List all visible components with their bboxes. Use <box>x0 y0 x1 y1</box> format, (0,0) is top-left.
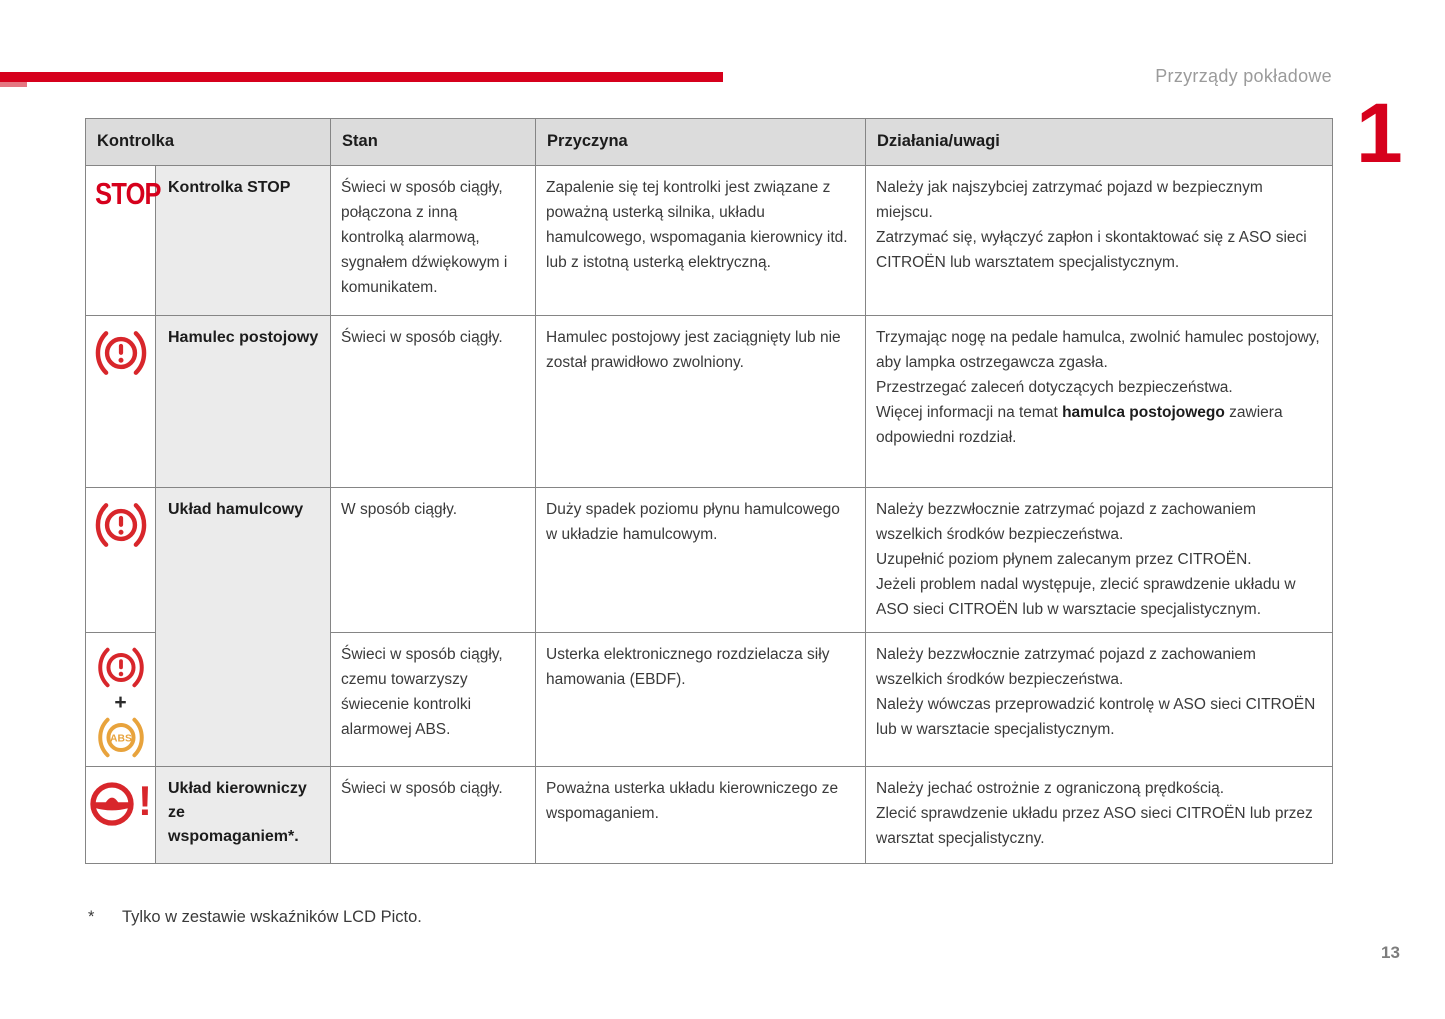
accent-bar <box>0 72 723 82</box>
parking-brake-warning-icon <box>95 331 146 375</box>
indicator-state: Świeci w sposób ciągły, czemu towarzyszy… <box>330 632 537 767</box>
indicator-cause: Duży spadek poziomu płynu hamulcowego w … <box>535 487 867 633</box>
steering-wheel-icon <box>90 782 134 826</box>
table-row-parking-brake: Hamulec postojowy Świeci w sposób ciągły… <box>85 315 1334 488</box>
brake-abs-icon-cell: + ABS <box>85 632 156 767</box>
rich-paragraph: Więcej informacji na temat hamulca posto… <box>876 404 1283 446</box>
indicator-actions: Należy bezzwłocznie zatrzymać pojazd z z… <box>865 487 1334 633</box>
svg-text:ABS: ABS <box>110 733 132 744</box>
footnote: * Tylko w zestawie wskaźników LCD Picto. <box>88 908 422 927</box>
stop-indicator-icon: STOP <box>95 176 161 211</box>
power-steering-icon-cell: ! <box>85 766 156 864</box>
indicator-actions: Należy bezzwłocznie zatrzymać pojazd z z… <box>865 632 1334 767</box>
column-header-kontrolka: Kontrolka <box>84 118 332 166</box>
indicator-name: Kontrolka STOP <box>154 165 332 316</box>
warning-lights-table: Kontrolka Stan Przyczyna Działania/uwagi… <box>84 118 1334 864</box>
page-title: Przyrządy pokładowe <box>1155 66 1332 86</box>
stop-icon-cell: STOP <box>85 165 161 316</box>
table-header-row: Kontrolka Stan Przyczyna Działania/uwagi <box>84 118 1334 166</box>
indicator-cause: Usterka elektronicznego rozdzielacza sił… <box>535 632 867 767</box>
brake-plus-abs-icons: + ABS <box>88 645 153 760</box>
footnote-text: Tylko w zestawie wskaźników LCD Picto. <box>122 908 422 926</box>
table-row-power-steering: ! Układ kierowniczy ze wspomaganiem*. Św… <box>85 766 1334 864</box>
column-header-stan: Stan <box>330 118 537 166</box>
power-steering-warning-icon: ! <box>88 779 153 827</box>
indicator-state: W sposób ciągły. <box>330 487 537 633</box>
brake-system-warning-icon <box>97 647 144 688</box>
table-row-brake-system: Układ hamulcowy W sposób ciągły. Duży sp… <box>85 487 1334 767</box>
indicator-state: Świeci w sposób ciągły, połączona z inną… <box>330 165 537 316</box>
indicator-actions: Trzymając nogę na pedale hamulca, zwolni… <box>865 315 1334 488</box>
indicator-actions: Należy jechać ostrożnie z ograniczoną pr… <box>865 766 1334 864</box>
indicator-cause: Zapalenie się tej kontrolki jest związan… <box>535 165 867 316</box>
column-header-dzialania: Działania/uwagi <box>865 118 1334 166</box>
accent-bar-notch <box>0 82 27 87</box>
indicator-actions: Należy jak najszybciej zatrzymać pojazd … <box>865 165 1334 316</box>
indicator-cause: Hamulec postojowy jest zaciągnięty lub n… <box>535 315 867 488</box>
parking-brake-icon-cell <box>85 315 156 488</box>
indicator-state: Świeci w sposób ciągły. <box>330 315 537 488</box>
indicator-cause: Poważna usterka układu kierowniczego ze … <box>535 766 867 864</box>
indicator-state: Świeci w sposób ciągły. <box>330 766 537 864</box>
column-header-przyczyna: Przyczyna <box>535 118 867 166</box>
brake-system-warning-icon <box>95 503 146 547</box>
plus-sign: + <box>114 691 127 714</box>
brake-system-icon-cell <box>85 487 156 633</box>
indicator-name: Układ kierowniczy ze wspomaganiem*. <box>154 766 332 864</box>
chapter-number: 1 <box>1356 86 1403 180</box>
indicator-name: Układ hamulcowy <box>154 487 332 767</box>
footnote-marker: * <box>88 908 95 926</box>
table-row-stop: STOP Kontrolka STOP Świeci w sposób ciąg… <box>85 165 1334 316</box>
abs-warning-icon: ABS <box>97 717 144 758</box>
page-number: 13 <box>1381 943 1400 962</box>
indicator-name: Hamulec postojowy <box>154 315 332 488</box>
exclamation-icon: ! <box>138 777 152 824</box>
